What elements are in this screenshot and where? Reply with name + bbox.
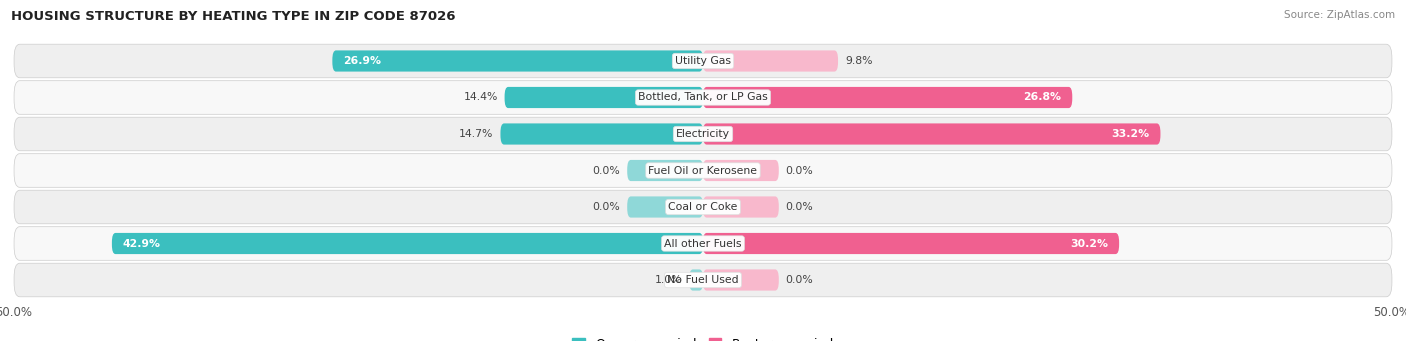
FancyBboxPatch shape bbox=[332, 50, 703, 72]
Text: No Fuel Used: No Fuel Used bbox=[668, 275, 738, 285]
FancyBboxPatch shape bbox=[703, 87, 1073, 108]
Text: HOUSING STRUCTURE BY HEATING TYPE IN ZIP CODE 87026: HOUSING STRUCTURE BY HEATING TYPE IN ZIP… bbox=[11, 10, 456, 23]
FancyBboxPatch shape bbox=[703, 233, 1119, 254]
FancyBboxPatch shape bbox=[627, 160, 703, 181]
Text: 30.2%: 30.2% bbox=[1070, 238, 1108, 249]
Text: 33.2%: 33.2% bbox=[1111, 129, 1150, 139]
FancyBboxPatch shape bbox=[703, 50, 838, 72]
FancyBboxPatch shape bbox=[703, 196, 779, 218]
FancyBboxPatch shape bbox=[14, 227, 1392, 260]
Text: 0.0%: 0.0% bbox=[786, 165, 814, 176]
Text: 14.4%: 14.4% bbox=[464, 92, 498, 103]
Text: Source: ZipAtlas.com: Source: ZipAtlas.com bbox=[1284, 10, 1395, 20]
Text: 42.9%: 42.9% bbox=[122, 238, 160, 249]
FancyBboxPatch shape bbox=[505, 87, 703, 108]
Text: Bottled, Tank, or LP Gas: Bottled, Tank, or LP Gas bbox=[638, 92, 768, 103]
FancyBboxPatch shape bbox=[14, 117, 1392, 151]
FancyBboxPatch shape bbox=[627, 196, 703, 218]
FancyBboxPatch shape bbox=[14, 81, 1392, 114]
FancyBboxPatch shape bbox=[703, 269, 779, 291]
Text: 0.0%: 0.0% bbox=[786, 202, 814, 212]
FancyBboxPatch shape bbox=[14, 44, 1392, 78]
Text: 0.0%: 0.0% bbox=[592, 165, 620, 176]
Text: 14.7%: 14.7% bbox=[460, 129, 494, 139]
FancyBboxPatch shape bbox=[703, 160, 779, 181]
Text: 9.8%: 9.8% bbox=[845, 56, 872, 66]
FancyBboxPatch shape bbox=[689, 269, 703, 291]
Text: 0.0%: 0.0% bbox=[786, 275, 814, 285]
FancyBboxPatch shape bbox=[112, 233, 703, 254]
FancyBboxPatch shape bbox=[14, 190, 1392, 224]
Text: 26.9%: 26.9% bbox=[343, 56, 381, 66]
Text: Utility Gas: Utility Gas bbox=[675, 56, 731, 66]
Text: 26.8%: 26.8% bbox=[1024, 92, 1062, 103]
FancyBboxPatch shape bbox=[501, 123, 703, 145]
FancyBboxPatch shape bbox=[14, 154, 1392, 187]
Text: Coal or Coke: Coal or Coke bbox=[668, 202, 738, 212]
Text: 0.0%: 0.0% bbox=[592, 202, 620, 212]
Legend: Owner-occupied, Renter-occupied: Owner-occupied, Renter-occupied bbox=[572, 338, 834, 341]
Text: All other Fuels: All other Fuels bbox=[664, 238, 742, 249]
Text: 1.0%: 1.0% bbox=[655, 275, 682, 285]
FancyBboxPatch shape bbox=[14, 263, 1392, 297]
Text: Fuel Oil or Kerosene: Fuel Oil or Kerosene bbox=[648, 165, 758, 176]
Text: Electricity: Electricity bbox=[676, 129, 730, 139]
FancyBboxPatch shape bbox=[703, 123, 1160, 145]
